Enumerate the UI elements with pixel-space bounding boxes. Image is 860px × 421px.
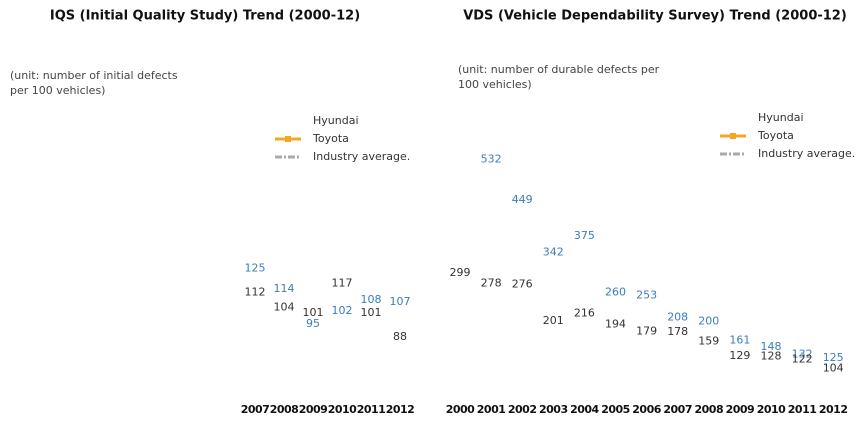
x-tick-label: 2002 [508, 403, 537, 416]
data-label: 260 [605, 285, 626, 298]
data-label: 278 [481, 276, 502, 289]
data-label: 178 [667, 325, 688, 338]
data-label: 208 [667, 311, 688, 324]
chart-title: VDS (Vehicle Dependability Survey) Trend… [463, 9, 847, 24]
x-tick-label: 2008 [694, 403, 723, 416]
data-label: 148 [761, 340, 782, 353]
data-label: 216 [574, 307, 595, 320]
x-tick-label: 2011 [788, 403, 817, 416]
data-label: 128 [761, 350, 782, 363]
data-label: 276 [512, 277, 533, 290]
legend-label: Toyota [757, 129, 794, 142]
legend-label: Toyota [312, 132, 349, 145]
data-label: 102 [332, 304, 353, 317]
data-label: 104 [823, 361, 844, 374]
data-label: 253 [636, 289, 657, 302]
data-label: 342 [543, 245, 564, 258]
data-label: 108 [361, 293, 382, 306]
x-tick-label: 2009 [726, 403, 755, 416]
data-label: 104 [274, 300, 295, 313]
data-label: 112 [245, 286, 266, 299]
data-label: 101 [303, 306, 324, 319]
data-label: 159 [698, 334, 719, 347]
legend-label: Industry average. [313, 150, 410, 163]
x-tick-label: 2010 [328, 403, 357, 416]
x-tick-label: 2012 [819, 403, 848, 416]
x-tick-label: 2007 [663, 403, 692, 416]
chart-title: IQS (Initial Quality Study) Trend (2000-… [50, 9, 360, 24]
data-label: 375 [574, 229, 595, 242]
x-tick-label: 2007 [241, 403, 270, 416]
x-tick-label: 2000 [446, 403, 475, 416]
x-tick-label: 2012 [386, 403, 415, 416]
x-tick-label: 2011 [357, 403, 386, 416]
x-tick-label: 2006 [632, 403, 661, 416]
data-label: 95 [306, 317, 320, 330]
x-tick-label: 2001 [477, 403, 506, 416]
x-tick-label: 2004 [570, 403, 599, 416]
data-label: 449 [512, 193, 533, 206]
unit-note: (unit: number of initial defects per 100 … [10, 69, 178, 97]
data-label: 114 [274, 282, 295, 295]
data-label: 132 [792, 348, 813, 361]
data-label: 129 [729, 349, 750, 362]
data-label: 101 [361, 306, 382, 319]
data-label: 200 [698, 315, 719, 328]
data-label: 117 [332, 276, 353, 289]
x-tick-label: 2010 [757, 403, 786, 416]
x-tick-label: 2008 [270, 403, 299, 416]
unit-note: (unit: number of durable defects per 100 … [458, 63, 660, 91]
data-label: 125 [245, 262, 266, 275]
x-tick-label: 2005 [601, 403, 630, 416]
legend-marker [730, 133, 736, 139]
legend-marker [285, 136, 291, 142]
data-label: 88 [393, 330, 407, 343]
legend-label: Industry average. [758, 147, 855, 160]
x-tick-label: 2003 [539, 403, 568, 416]
x-tick-label: 2009 [299, 403, 328, 416]
data-label: 299 [450, 266, 471, 279]
data-label: 194 [605, 317, 626, 330]
data-label: 122 [792, 353, 813, 366]
legend-label: Hyundai [758, 111, 804, 124]
data-label: 201 [543, 314, 564, 327]
data-label: 161 [729, 334, 750, 347]
data-label: 532 [481, 153, 502, 166]
data-label: 179 [636, 325, 657, 338]
data-label: 107 [390, 295, 411, 308]
data-label: 125 [823, 351, 844, 364]
legend-label: Hyundai [313, 114, 359, 127]
